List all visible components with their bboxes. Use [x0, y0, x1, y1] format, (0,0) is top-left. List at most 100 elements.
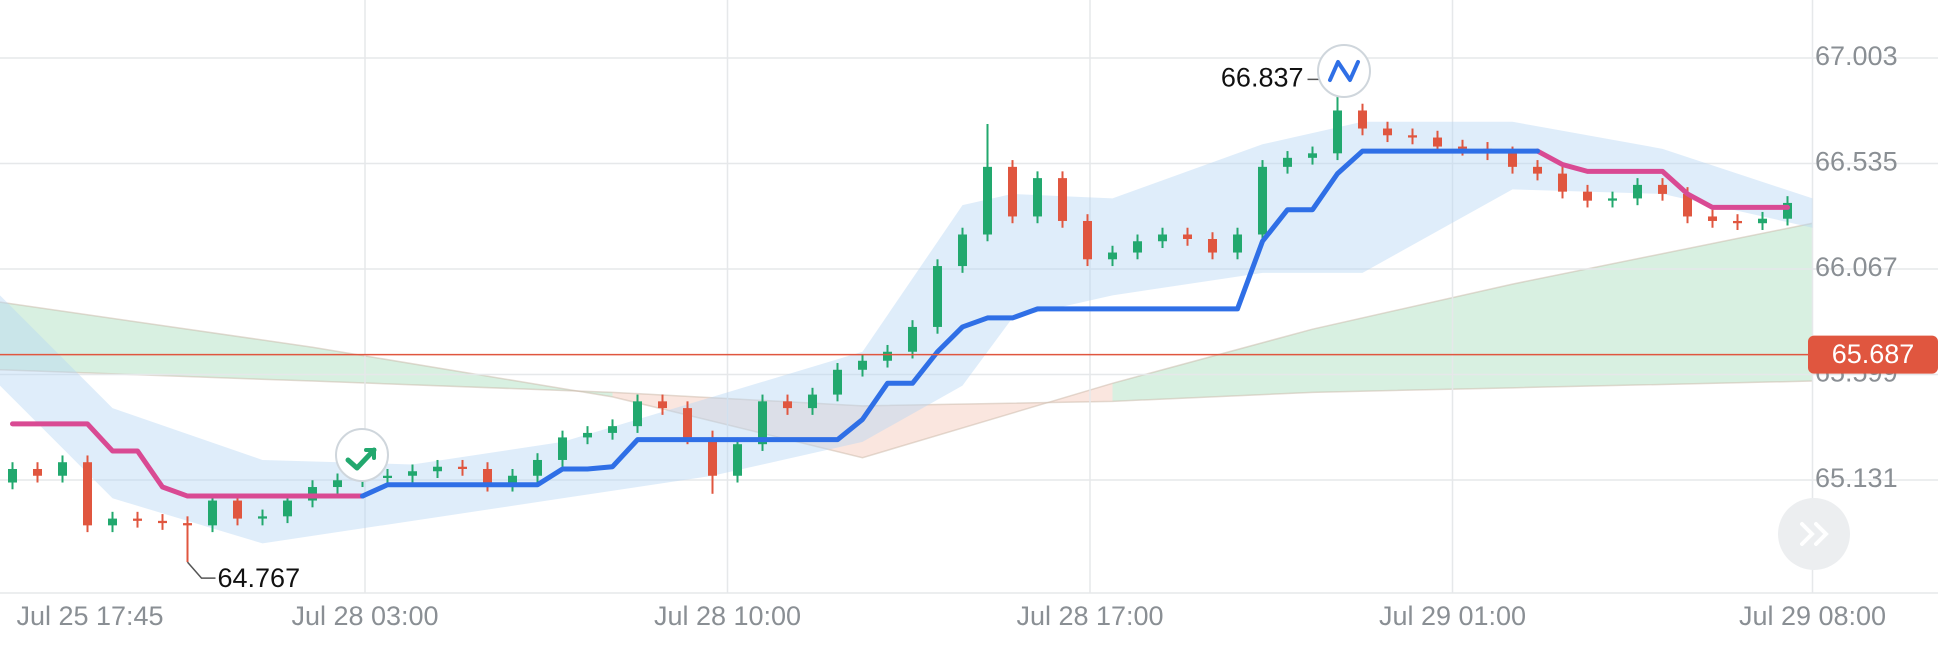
last-price-box	[1808, 335, 1938, 374]
candle-body	[533, 459, 542, 476]
candle-body	[1283, 157, 1292, 167]
cloud-segment	[1112, 329, 1313, 402]
candle-body	[883, 351, 892, 361]
cloud-segment	[1312, 284, 1513, 393]
candle-body	[1183, 234, 1192, 240]
candle-body	[1108, 252, 1117, 260]
candle-body	[833, 369, 842, 395]
buy-signal-icon[interactable]	[335, 428, 389, 482]
low-leader	[186, 561, 216, 579]
candle-body	[1458, 146, 1467, 149]
candle-body	[433, 466, 442, 472]
candle-body	[783, 401, 792, 409]
x-tick-label: Jul 25 17:45	[16, 601, 163, 631]
x-tick-label: Jul 29 08:00	[1739, 601, 1886, 631]
candle-body	[1558, 173, 1567, 192]
candle-body	[1133, 241, 1142, 253]
candle-body	[1408, 135, 1417, 138]
candle-body	[1258, 166, 1267, 235]
candle-body	[408, 471, 417, 476]
candle-body	[858, 360, 867, 370]
candle-body	[1708, 216, 1717, 221]
candle-body	[233, 500, 242, 519]
candle-body	[683, 408, 692, 438]
candle-body	[1083, 220, 1092, 260]
y-tick-label: 66.535	[1815, 147, 1898, 177]
candle-body	[1733, 220, 1742, 224]
candle-body	[1008, 166, 1017, 217]
candle-body	[1583, 191, 1592, 201]
candle-body	[1533, 166, 1542, 174]
candle-body	[258, 516, 267, 519]
candles-layer	[8, 95, 1792, 563]
candle-body	[808, 394, 817, 409]
candle-body	[8, 468, 17, 483]
candle-body	[508, 475, 517, 485]
candle-body	[108, 518, 117, 526]
candle-body	[1608, 198, 1617, 201]
y-tick-label: 66.067	[1815, 252, 1898, 282]
y-tick-label: 67.003	[1815, 41, 1898, 71]
candle-body	[1783, 202, 1792, 219]
candle-body	[183, 523, 192, 526]
high-annotation: 66.837	[1221, 63, 1304, 93]
candle-body	[933, 266, 942, 327]
candle-body	[483, 468, 492, 485]
candle-body	[708, 437, 717, 476]
cloud-segment	[1512, 223, 1813, 388]
candle-body	[1433, 137, 1442, 147]
candle-body	[1683, 193, 1692, 217]
candle-body	[1208, 239, 1217, 253]
candle-body	[1158, 234, 1167, 242]
candle-body	[658, 401, 667, 409]
candle-body	[458, 466, 467, 469]
cloud-edge	[0, 222, 1813, 459]
candle-body	[1658, 184, 1667, 194]
candle-body	[758, 401, 767, 445]
lines-layer	[0, 148, 1810, 499]
trend-line	[10, 148, 1790, 499]
candle-body	[333, 480, 342, 488]
candle-body	[1033, 178, 1042, 217]
candle-body	[383, 475, 392, 479]
band-layer	[0, 121, 1813, 544]
candle-body	[158, 520, 167, 524]
x-tick-label: Jul 28 10:00	[654, 601, 801, 631]
candle-body	[133, 518, 142, 521]
low-annotation: 64.767	[218, 563, 301, 593]
candle-body	[583, 432, 592, 438]
candle-body	[608, 426, 617, 433]
candle-body	[283, 500, 292, 517]
candle-body	[1758, 218, 1767, 224]
candle-body	[733, 444, 742, 476]
candle-body	[908, 326, 917, 352]
candle-body	[58, 462, 67, 476]
candle-body	[1333, 110, 1342, 154]
candle-body	[1308, 153, 1317, 158]
last-price-label: 65.687	[1832, 339, 1915, 369]
cloud-edge	[0, 369, 1813, 407]
grid-layer	[0, 0, 1938, 594]
candle-body	[33, 468, 42, 476]
candle-body	[1358, 110, 1367, 129]
candle-body	[208, 500, 217, 526]
candle-body	[83, 462, 92, 526]
candle-body	[1233, 234, 1242, 253]
candle-body	[958, 234, 967, 267]
candle-body	[558, 437, 567, 460]
candle-body	[983, 166, 992, 235]
cloud-segment	[0, 302, 313, 382]
x-tick-label: Jul 28 03:00	[291, 601, 438, 631]
candle-body	[1508, 153, 1517, 167]
candle-body	[633, 401, 642, 427]
band-area	[0, 121, 1813, 544]
candle-body	[1633, 184, 1642, 199]
scroll-to-latest-button[interactable]	[1778, 498, 1850, 570]
sell-signal-icon[interactable]	[1317, 44, 1371, 98]
x-tick-label: Jul 28 17:00	[1016, 601, 1163, 631]
candle-body	[1383, 128, 1392, 136]
y-tick-label: 65.131	[1815, 463, 1898, 493]
x-tick-label: Jul 29 01:00	[1379, 601, 1526, 631]
